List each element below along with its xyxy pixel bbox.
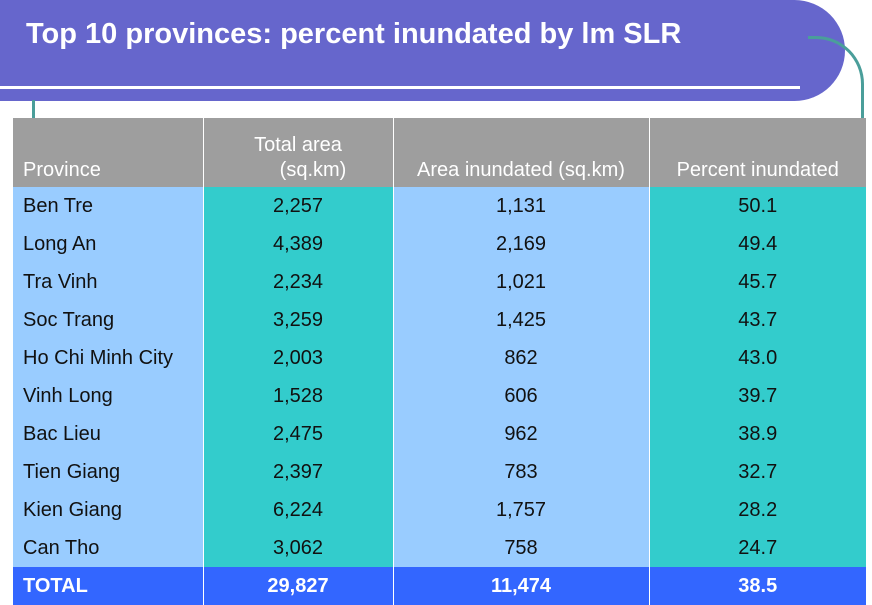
area-inundated-cell: 862 xyxy=(393,339,650,377)
table-row: Soc Trang 3,259 1,425 43.7 xyxy=(13,301,866,339)
total-area-cell: 2,234 xyxy=(203,263,394,301)
total-label-cell: TOTAL xyxy=(13,567,204,605)
percent-inundated-cell: 39.7 xyxy=(649,377,866,415)
percent-inundated-cell: 49.4 xyxy=(649,225,866,263)
province-cell: Kien Giang xyxy=(13,491,204,529)
total-area-cell: 3,259 xyxy=(203,301,394,339)
total-inundated-sum-cell: 11,474 xyxy=(393,567,650,605)
percent-inundated-cell: 28.2 xyxy=(649,491,866,529)
total-area-cell: 4,389 xyxy=(203,225,394,263)
slide-title: Top 10 provinces: percent inundated by l… xyxy=(26,18,682,50)
area-inundated-cell: 1,757 xyxy=(393,491,650,529)
province-cell: Vinh Long xyxy=(13,377,204,415)
area-inundated-cell: 1,131 xyxy=(393,187,650,225)
area-inundated-cell: 1,425 xyxy=(393,301,650,339)
banner-divider xyxy=(0,86,800,89)
total-percent-cell: 38.5 xyxy=(649,567,866,605)
total-area-cell: 6,224 xyxy=(203,491,394,529)
total-area-cell: 3,062 xyxy=(203,529,394,567)
column-header-total-area-line2: (sq.km) xyxy=(279,159,347,181)
total-area-cell: 2,257 xyxy=(203,187,394,225)
percent-inundated-cell: 43.0 xyxy=(649,339,866,377)
area-inundated-cell: 2,169 xyxy=(393,225,650,263)
column-header-area-inundated: Area inundated (sq.km) xyxy=(393,118,650,187)
area-inundated-cell: 758 xyxy=(393,529,650,567)
table-header-row: Province Total area (sq.km) Area inundat… xyxy=(13,118,866,187)
table-row: Ho Chi Minh City 2,003 862 43.0 xyxy=(13,339,866,377)
table-row: Can Tho 3,062 758 24.7 xyxy=(13,529,866,567)
column-header-total-area-line1: Total area xyxy=(254,134,342,156)
percent-inundated-cell: 38.9 xyxy=(649,415,866,453)
table-row: Ben Tre 2,257 1,131 50.1 xyxy=(13,187,866,225)
province-cell: Tra Vinh xyxy=(13,263,204,301)
table-body: Ben Tre 2,257 1,131 50.1 Long An 4,389 2,169 49… xyxy=(13,187,866,605)
table-row: Bac Lieu 2,475 962 38.9 xyxy=(13,415,866,453)
table-row: Tra Vinh 2,234 1,021 45.7 xyxy=(13,263,866,301)
column-header-percent-inundated: Percent inundated xyxy=(649,118,866,187)
percent-inundated-cell: 32.7 xyxy=(649,453,866,491)
title-banner xyxy=(0,0,845,101)
area-inundated-cell: 606 xyxy=(393,377,650,415)
total-area-cell: 2,397 xyxy=(203,453,394,491)
total-area-cell: 1,528 xyxy=(203,377,394,415)
province-cell: Tien Giang xyxy=(13,453,204,491)
total-area-cell: 2,003 xyxy=(203,339,394,377)
percent-inundated-cell: 43.7 xyxy=(649,301,866,339)
decorative-stub xyxy=(32,100,35,118)
table-row: Kien Giang 6,224 1,757 28.2 xyxy=(13,491,866,529)
table-total-row: TOTAL 29,827 11,474 38.5 xyxy=(13,567,866,605)
province-cell: Ben Tre xyxy=(13,187,204,225)
total-area-sum-cell: 29,827 xyxy=(203,567,394,605)
area-inundated-cell: 783 xyxy=(393,453,650,491)
decorative-arc xyxy=(808,36,864,120)
column-header-province: Province xyxy=(13,118,204,187)
percent-inundated-cell: 50.1 xyxy=(649,187,866,225)
province-cell: Can Tho xyxy=(13,529,204,567)
inundation-table: Province Total area (sq.km) Area inundat… xyxy=(13,118,866,605)
column-header-total-area: Total area (sq.km) xyxy=(203,118,394,187)
percent-inundated-cell: 24.7 xyxy=(649,529,866,567)
table-row: Long An 4,389 2,169 49.4 xyxy=(13,225,866,263)
province-cell: Ho Chi Minh City xyxy=(13,339,204,377)
table-row: Tien Giang 2,397 783 32.7 xyxy=(13,453,866,491)
percent-inundated-cell: 45.7 xyxy=(649,263,866,301)
province-cell: Bac Lieu xyxy=(13,415,204,453)
area-inundated-cell: 1,021 xyxy=(393,263,650,301)
total-area-cell: 2,475 xyxy=(203,415,394,453)
table-row: Vinh Long 1,528 606 39.7 xyxy=(13,377,866,415)
area-inundated-cell: 962 xyxy=(393,415,650,453)
province-cell: Soc Trang xyxy=(13,301,204,339)
province-cell: Long An xyxy=(13,225,204,263)
